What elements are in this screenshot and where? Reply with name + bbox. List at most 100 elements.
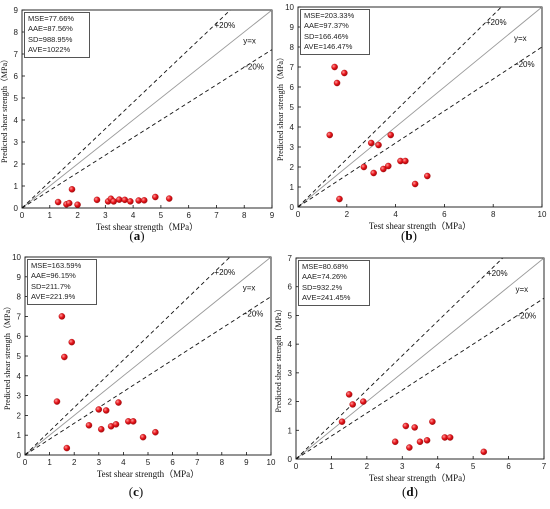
data-point <box>98 426 105 433</box>
panel-b: 0 2 4 6 8 10 0 1 2 3 4 5 6 7 8 9 10 Test shear strength（M… <box>276 3 547 231</box>
data-point <box>423 437 431 444</box>
panel-d: 0 1 2 3 4 5 6 7 0 1 2 3 4 5 6 7 Test shear strength（MPa）… <box>274 254 547 483</box>
y-tick-label: 5 <box>17 352 22 361</box>
upper-20-label: +20% <box>215 21 236 30</box>
data-point <box>68 186 76 193</box>
lower-20-line <box>298 46 542 207</box>
upper-20-label: +20% <box>487 269 508 278</box>
upper-20-label: +20% <box>486 18 507 27</box>
y-tick-label: 2 <box>14 160 19 169</box>
panel-caption: (a) <box>129 228 145 243</box>
data-point <box>375 141 382 149</box>
upper-20-line <box>296 258 504 459</box>
stats-box: MSE=203.33% AAE=97.37% SD=166.46% AVE=146.4… <box>300 9 370 55</box>
reference-lines <box>298 7 542 207</box>
y-tick-label: 4 <box>14 116 19 125</box>
x-tick-label: 2 <box>365 462 370 471</box>
stats-box: MSE=80.68% AAE=74.26% SD=932.2% AVE=241.45% <box>298 260 370 306</box>
plot-frame <box>295 257 545 460</box>
lower-20-label: −20% <box>243 309 264 318</box>
stat-line: AAE=97.37% <box>304 21 349 31</box>
x-tick-label: 10 <box>267 458 276 467</box>
data-point <box>65 199 73 207</box>
upper-20-line <box>22 10 231 208</box>
y-tick-label: 9 <box>17 273 22 282</box>
y-tick-label: 8 <box>290 43 295 52</box>
data-point <box>333 79 341 87</box>
panel-label: d <box>406 484 414 499</box>
data-point <box>385 162 392 170</box>
y-tick-label: 5 <box>14 94 19 103</box>
y-tick-label: 3 <box>290 143 295 152</box>
data-point <box>74 201 81 208</box>
data-point <box>411 424 418 431</box>
x-tick-label: 1 <box>329 462 334 471</box>
x-tick-label: 9 <box>244 458 249 467</box>
y-tick-label: 8 <box>14 28 19 37</box>
data-point <box>424 172 431 180</box>
data-point <box>152 193 159 201</box>
x-tick-label: 10 <box>538 210 547 219</box>
data-point <box>53 398 61 405</box>
y-tick-label: 2 <box>17 411 22 420</box>
y-tick-label: 9 <box>290 23 295 32</box>
data-point <box>58 313 66 320</box>
data-point <box>152 428 159 436</box>
data-point <box>121 196 129 204</box>
x-tick-label: 3 <box>103 211 108 220</box>
stat-line: SD=166.46% <box>304 31 349 41</box>
stat-line: SD=988.95% <box>28 34 73 44</box>
y-tick-label: 1 <box>288 426 293 435</box>
x-tick-label: 4 <box>121 458 126 467</box>
x-tick-label: 8 <box>491 210 496 219</box>
plot-frame <box>21 9 273 209</box>
x-tick-label: 6 <box>186 211 191 220</box>
data-point <box>165 195 173 202</box>
identity-label: y=x <box>514 34 527 43</box>
data-point <box>54 198 62 206</box>
data-point <box>140 197 148 204</box>
stat-line: MSE=163.59% <box>31 261 82 270</box>
panel-c: 0 1 2 3 4 5 6 7 8 9 10 0 1 2 3 4 5 6 7 8 9 10 Test shear stren… <box>3 253 276 479</box>
data-point <box>336 195 343 203</box>
lower-20-line <box>22 49 272 208</box>
y-tick-label: 0 <box>17 451 22 460</box>
y-tick-label: 7 <box>14 50 19 59</box>
x-tick-label: 0 <box>23 458 28 467</box>
x-tick-label: 2 <box>75 211 80 220</box>
panel-caption: (d) <box>402 484 418 499</box>
y-tick-label: 0 <box>14 204 19 213</box>
x-axis-label: Test shear strength（MPa） <box>369 221 471 231</box>
x-tick-label: 6 <box>506 462 511 471</box>
stats-box: MSE=77.66% AAE=87.56% SD=988.95% AVE=1022% <box>24 12 90 58</box>
y-tick-label: 1 <box>14 182 19 191</box>
panel-label: b <box>405 228 413 243</box>
data-point <box>95 406 103 413</box>
lower-20-line <box>25 296 271 455</box>
lower-20-label: −20% <box>243 62 264 71</box>
y-axis-label: Predicted shear strength（MPa） <box>274 305 283 413</box>
data-point <box>129 418 137 425</box>
y-tick-label: 6 <box>17 332 22 341</box>
y-tick-label: 3 <box>17 392 22 401</box>
data-point <box>446 434 454 441</box>
data-point <box>411 180 419 188</box>
x-tick-label: 6 <box>170 458 175 467</box>
x-tick-label: 0 <box>20 211 25 220</box>
y-tick-label: 6 <box>290 83 295 92</box>
y-tick-label: 8 <box>17 293 22 302</box>
upper-20-line <box>298 7 502 207</box>
panel-a: 0 1 2 3 4 5 6 7 8 9 0 1 2 3 4 5 6 7 8 9 Test shear strength（… <box>0 6 275 232</box>
y-tick-label: 10 <box>285 3 294 12</box>
panel-caption: (b) <box>401 228 417 243</box>
x-tick-label: 0 <box>294 462 299 471</box>
data-point <box>338 418 346 425</box>
x-tick-label: 3 <box>400 462 405 471</box>
x-tick-label: 0 <box>296 210 301 219</box>
x-axis-label: Test shear strength（MPa） <box>97 469 199 479</box>
identity-label: y=x <box>243 37 256 46</box>
stat-line: SD=211.7% <box>31 281 71 291</box>
panel-label: a <box>133 228 141 243</box>
upper-20-label: +20% <box>214 268 235 277</box>
